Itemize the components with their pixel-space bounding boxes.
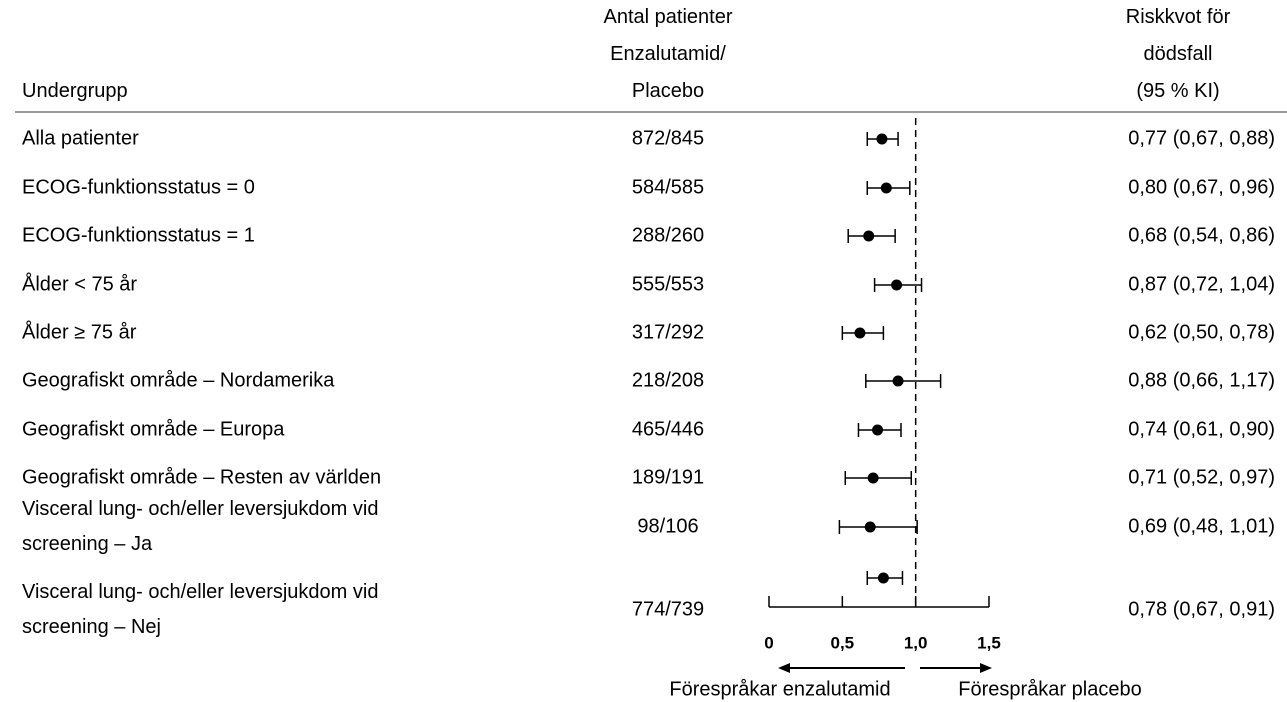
point-estimate: [877, 572, 889, 584]
point-estimate: [872, 424, 884, 436]
row-label: ECOG-funktionsstatus = 0: [22, 176, 255, 199]
value-label: 0,87 (0,72, 1,04): [1128, 273, 1275, 296]
row-label: Geografiskt område – Nordamerika: [22, 369, 335, 392]
x-tick-label: 1,5: [977, 633, 1001, 653]
point-estimate: [880, 182, 892, 194]
n-label: 218/208: [631, 369, 705, 392]
n-label: 465/446: [631, 418, 705, 441]
n-label: 189/191: [631, 466, 705, 489]
favors-right: Förespråkar placebo: [958, 678, 1142, 701]
row-label: Geografiskt område – Europa: [22, 418, 285, 441]
point-estimate: [876, 133, 888, 145]
row-label: Ålder < 75 år: [22, 273, 138, 296]
subgroup-header: Undergrupp: [22, 80, 128, 102]
value-label: 0,68 (0,54, 0,86): [1128, 224, 1275, 247]
n-header: Antal patienter Enzalutamid/ Placebo: [603, 6, 733, 102]
hr-header: Riskkvot för dödsfall (95 % KI): [1125, 6, 1231, 102]
arrow-head: [980, 663, 992, 673]
point-estimate: [892, 375, 904, 387]
row-label: Visceral lung- och/eller leversjukdom vi…: [22, 498, 379, 555]
point-estimate: [863, 230, 875, 242]
row-label: Geografiskt område – Resten av världen: [22, 466, 382, 489]
row-label: Ålder ≥ 75 år: [22, 321, 137, 344]
point-estimate: [891, 279, 903, 291]
value-label: 0,80 (0,67, 0,96): [1128, 176, 1275, 199]
value-label: 0,69 (0,48, 1,01): [1128, 515, 1275, 538]
value-label: 0,88 (0,66, 1,17): [1128, 369, 1275, 392]
x-tick-label: 0: [764, 633, 774, 653]
value-label: 0,62 (0,50, 0,78): [1128, 321, 1275, 344]
row-label: Visceral lung- och/eller leversjukdom vi…: [22, 581, 379, 638]
value-label: 0,78 (0,67, 0,91): [1128, 598, 1275, 621]
value-label: 0,71 (0,52, 0,97): [1128, 466, 1275, 489]
arrow-head: [778, 663, 790, 673]
n-label: 555/553: [631, 273, 705, 296]
value-label: 0,77 (0,67, 0,88): [1128, 127, 1275, 150]
x-tick-label: 0,5: [830, 633, 855, 653]
n-label: 98/106: [637, 515, 699, 538]
n-label: 288/260: [631, 224, 705, 247]
n-label: 584/585: [631, 176, 705, 199]
point-estimate: [864, 521, 876, 533]
n-label: 872/845: [631, 127, 705, 150]
row-label: ECOG-funktionsstatus = 1: [22, 224, 255, 247]
row-label: Alla patienter: [22, 127, 139, 150]
n-label: 774/739: [631, 598, 705, 621]
favors-left: Förespråkar enzalutamid: [669, 678, 891, 701]
n-label: 317/292: [631, 321, 705, 344]
value-label: 0,74 (0,61, 0,90): [1128, 418, 1275, 441]
point-estimate: [867, 472, 879, 484]
x-tick-label: 1,0: [903, 633, 928, 653]
point-estimate: [854, 327, 866, 339]
